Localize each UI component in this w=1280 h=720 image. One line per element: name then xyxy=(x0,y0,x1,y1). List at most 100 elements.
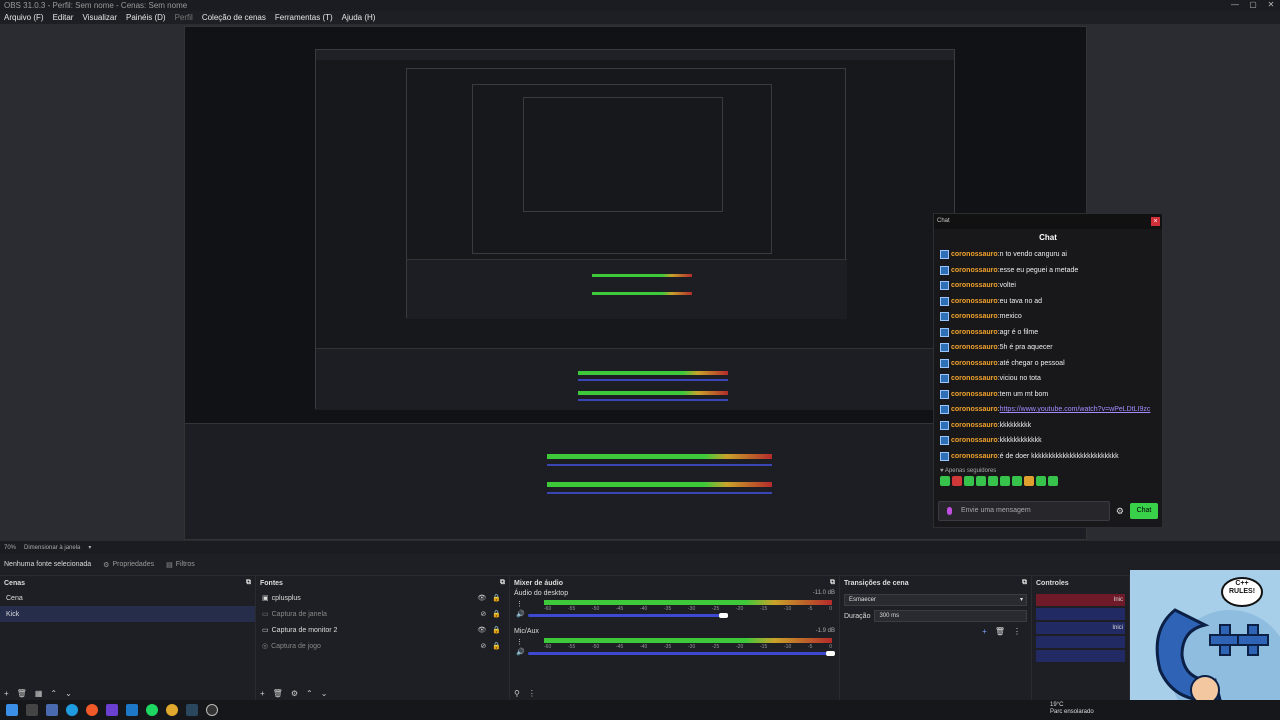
close-button[interactable]: ✕ xyxy=(1267,0,1275,9)
resize-mode[interactable]: Dimensionar à janela xyxy=(24,544,81,551)
trash-icon[interactable]: 🗑 xyxy=(16,689,27,698)
eye-icon[interactable]: 👁 xyxy=(477,595,487,602)
volume-slider[interactable] xyxy=(528,614,724,617)
emote-icon[interactable] xyxy=(1024,476,1034,486)
more-icon[interactable]: ⋮ xyxy=(527,689,536,698)
transition-select[interactable]: Esmaecer ▾ xyxy=(844,594,1027,606)
properties-button[interactable]: ⚙ Propriedades xyxy=(103,561,155,569)
app-icon[interactable] xyxy=(106,704,118,716)
channel-db: -11.0 dB xyxy=(812,590,835,596)
weather-widget[interactable]: 19°C Parc ensolarado xyxy=(1050,702,1094,716)
edge-icon[interactable] xyxy=(66,704,78,716)
menu-ferramentas[interactable]: Ferramentas (T) xyxy=(274,13,333,22)
eye-hidden-icon[interactable]: ⊘ xyxy=(480,611,487,618)
volume-slider-thumb[interactable] xyxy=(826,651,835,656)
chat-message-input[interactable]: Envie uma mensagem xyxy=(938,501,1110,521)
taskbar xyxy=(0,700,1280,720)
brave-icon[interactable] xyxy=(86,704,98,716)
dock-undock-icon[interactable]: ⧉ xyxy=(500,579,505,586)
scene-item[interactable]: Cena xyxy=(6,594,23,602)
chat-close-button[interactable]: × xyxy=(1151,217,1160,226)
menu-ajuda[interactable]: Ajuda (H) xyxy=(341,13,376,22)
menu-paineis[interactable]: Painéis (D) xyxy=(126,13,166,22)
menu-arquivo[interactable]: Arquivo (F) xyxy=(4,13,44,22)
minimize-button[interactable]: — xyxy=(1231,0,1239,9)
control-button[interactable] xyxy=(1036,650,1125,662)
gear-icon: ⚙ xyxy=(103,561,110,569)
trash-icon[interactable]: 🗑 xyxy=(994,627,1005,636)
more-icon[interactable]: ⋮ xyxy=(516,639,523,646)
source-item[interactable]: ▣ cplusplus 👁 🔒 xyxy=(262,594,501,603)
filters-button[interactable]: ▤ Filtros xyxy=(166,561,195,569)
trash-icon[interactable]: 🗑 xyxy=(272,689,283,698)
source-item[interactable]: ◎ Captura de jogo ⊘ 🔒 xyxy=(262,642,501,651)
spotify-icon[interactable] xyxy=(146,704,158,716)
chat-send-button[interactable]: Chat xyxy=(1130,503,1158,519)
volume-slider-thumb[interactable] xyxy=(719,613,728,618)
chevron-down-icon[interactable]: ▾ xyxy=(88,545,92,551)
image-icon: ▣ xyxy=(262,595,269,602)
chat-window-title: Chat xyxy=(937,218,950,224)
chrome-icon[interactable] xyxy=(166,704,178,716)
scene-item-selected[interactable]: Kick xyxy=(0,606,255,622)
duration-input[interactable]: 300 ms xyxy=(874,610,1027,622)
emote-icon[interactable] xyxy=(1036,476,1046,486)
emote-icon[interactable] xyxy=(952,476,962,486)
duration-label: Duração xyxy=(844,612,871,620)
more-icon[interactable]: ⋮ xyxy=(516,601,523,608)
zoom-level[interactable]: 70% xyxy=(4,544,17,551)
dock-undock-icon[interactable]: ⧉ xyxy=(246,579,251,586)
source-item[interactable]: ▭ Captura de monitor 2 👁 🔒 xyxy=(262,626,501,635)
dock-undock-icon[interactable]: ⧉ xyxy=(1022,579,1027,586)
lock-icon[interactable]: 🔒 xyxy=(492,643,501,650)
move-up-icon[interactable]: ⌃ xyxy=(306,689,313,698)
emote-icon[interactable] xyxy=(1012,476,1022,486)
start-stream-button[interactable]: Inic xyxy=(1036,594,1125,606)
emote-icon[interactable] xyxy=(940,476,950,486)
control-button[interactable] xyxy=(1036,608,1125,620)
chat-message-list[interactable]: coronossauro: n to vendo canguru ai coro… xyxy=(934,247,1162,464)
emote-icon[interactable] xyxy=(1048,476,1058,486)
obs-icon[interactable] xyxy=(206,704,218,716)
dock-undock-icon[interactable]: ⧉ xyxy=(830,579,835,586)
menu-perfil[interactable]: Perfil xyxy=(174,13,193,22)
lock-icon[interactable]: 🔒 xyxy=(492,611,501,618)
settings-icon[interactable]: ⚙ xyxy=(1115,505,1124,516)
move-down-icon[interactable]: ⌄ xyxy=(65,689,72,698)
chat-popout[interactable]: Chat × Chat coronossauro: n to vendo can… xyxy=(933,213,1163,528)
emote-icon[interactable] xyxy=(976,476,986,486)
emote-icon[interactable] xyxy=(964,476,974,486)
more-icon[interactable]: ⋮ xyxy=(1013,627,1021,636)
emote-icon[interactable] xyxy=(988,476,998,486)
control-button[interactable] xyxy=(1036,636,1125,648)
source-item[interactable]: ▭ Captura de janela ⊘ 🔒 xyxy=(262,610,501,619)
gear-icon[interactable]: ⚙ xyxy=(290,689,298,698)
windows-start-icon[interactable] xyxy=(6,704,18,716)
add-icon[interactable]: + xyxy=(982,627,987,636)
menu-colecao-cenas[interactable]: Coleção de cenas xyxy=(201,13,266,22)
steam-icon[interactable] xyxy=(186,704,198,716)
speaker-icon[interactable]: 🔊 xyxy=(516,649,525,656)
terminal-icon[interactable] xyxy=(26,704,38,716)
move-down-icon[interactable]: ⌄ xyxy=(320,689,328,698)
link-icon[interactable]: ⚲ xyxy=(514,689,520,698)
eye-hidden-icon[interactable]: ⊘ xyxy=(480,643,487,650)
lock-icon[interactable]: 🔒 xyxy=(492,627,501,634)
eye-icon[interactable]: 👁 xyxy=(477,627,487,634)
emote-bar[interactable] xyxy=(934,476,1162,486)
menu-visualizar[interactable]: Visualizar xyxy=(82,13,118,22)
start-record-button[interactable]: Inici xyxy=(1036,622,1125,634)
shield-icon[interactable] xyxy=(46,704,58,716)
chat-link[interactable]: https://www.youtube.com/watch?v=wPeLDtLI… xyxy=(999,406,1151,414)
move-up-icon[interactable]: ⌃ xyxy=(50,689,58,698)
maximize-button[interactable]: ▢ xyxy=(1249,0,1257,9)
grid-icon[interactable]: ▦ xyxy=(34,689,43,698)
add-icon[interactable]: + xyxy=(4,689,9,698)
volume-slider[interactable] xyxy=(528,652,834,655)
speaker-icon[interactable]: 🔊 xyxy=(516,611,525,618)
vscode-icon[interactable] xyxy=(126,704,138,716)
menu-editar[interactable]: Editar xyxy=(52,13,74,22)
add-icon[interactable]: + xyxy=(260,689,265,698)
emote-icon[interactable] xyxy=(1000,476,1010,486)
lock-icon[interactable]: 🔒 xyxy=(492,595,501,602)
